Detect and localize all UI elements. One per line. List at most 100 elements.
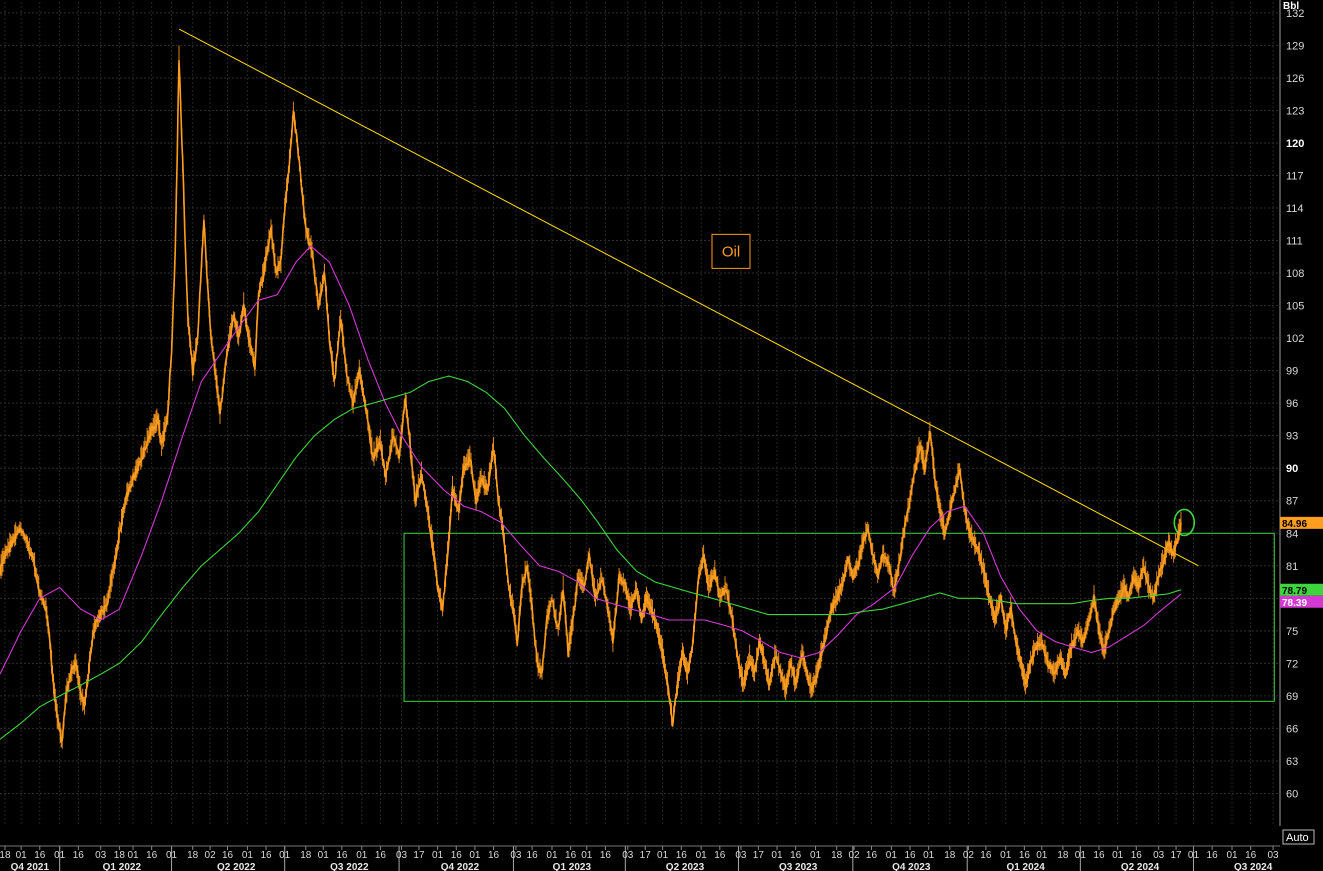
x-tick-label: 16 — [375, 850, 387, 861]
quarter-label: Q3 2023 — [779, 862, 818, 871]
x-tick-label: 03 — [510, 850, 522, 861]
x-tick-label: 03 — [1153, 850, 1165, 861]
x-tick-label: 16 — [1093, 850, 1105, 861]
y-tick-label: 102 — [1286, 333, 1304, 345]
x-tick-label: 18 — [944, 850, 956, 861]
x-tick-label: 01 — [1036, 850, 1048, 861]
x-tick-label: 01 — [581, 850, 593, 861]
x-tick-label: 16 — [488, 850, 500, 861]
x-tick-label: 18 — [114, 850, 126, 861]
breakout-circle — [1173, 508, 1196, 537]
x-tick-label: 17 — [1170, 850, 1182, 861]
x-tick-label: 18 — [1057, 850, 1069, 861]
y-tick-label: 75 — [1286, 626, 1298, 638]
x-tick-label: 01 — [242, 850, 254, 861]
y-tick-label: 63 — [1286, 756, 1298, 768]
quarter-label: Q2 2022 — [217, 862, 256, 871]
y-tick-label: 123 — [1286, 105, 1304, 117]
last-value-text: 78.79 — [1282, 586, 1307, 597]
x-tick-label: 01 — [279, 850, 291, 861]
x-tick-label: 16 — [600, 850, 612, 861]
last-value-text: 84.96 — [1282, 519, 1307, 530]
y-tick-label: 114 — [1286, 203, 1304, 215]
x-tick-label: 01 — [771, 850, 783, 861]
magenta-moving-average-line — [0, 245, 1182, 675]
y-tick-label: 90 — [1286, 463, 1298, 475]
quarter-label: Q2 2024 — [1121, 862, 1160, 871]
quarter-label: Q2 2023 — [666, 862, 705, 871]
y-tick-label: 105 — [1286, 301, 1304, 313]
last-value-badge — [1280, 516, 1323, 529]
x-tick-label: 18 — [0, 850, 11, 861]
x-tick-label: 02 — [205, 850, 217, 861]
y-tick-label: 72 — [1286, 658, 1298, 670]
y-tick-label: 60 — [1286, 788, 1298, 800]
x-tick-label: 01 — [127, 850, 139, 861]
last-value-badge — [1280, 583, 1323, 596]
x-tick-label: 01 — [696, 850, 708, 861]
x-tick-label: 16 — [790, 850, 802, 861]
x-tick-label: 18 — [831, 850, 843, 861]
x-tick-label: 02 — [849, 850, 861, 861]
quarter-label: Q4 2021 — [11, 862, 50, 871]
x-tick-label: 01 — [810, 850, 822, 861]
x-tick-label: 16 — [146, 850, 158, 861]
x-tick-label: 16 — [1245, 850, 1257, 861]
y-tick-label: 129 — [1286, 40, 1304, 52]
x-tick-label: 16 — [260, 850, 272, 861]
x-tick-label: 16 — [676, 850, 688, 861]
quarter-label: Q4 2023 — [892, 862, 931, 871]
x-tick-label: 16 — [527, 850, 539, 861]
y-tick-label: 117 — [1286, 170, 1304, 182]
x-tick-label: 16 — [1131, 850, 1143, 861]
x-tick-label: 01 — [886, 850, 898, 861]
gridlines — [0, 2, 1278, 826]
x-tick-label: 17 — [640, 850, 652, 861]
x-tick-label: 01 — [657, 850, 669, 861]
range-box — [403, 532, 1275, 702]
x-tick-label: 16 — [904, 850, 916, 861]
x-tick-label: 16 — [1019, 850, 1031, 861]
trendline — [178, 28, 1199, 567]
x-tick-label: 16 — [336, 850, 348, 861]
auto-scale-button[interactable]: Auto — [1282, 829, 1315, 845]
y-tick-label: 81 — [1286, 561, 1298, 573]
x-tick-label: 16 — [34, 850, 46, 861]
quarter-label: Q1 2024 — [1006, 862, 1045, 871]
y-tick-label: 108 — [1286, 268, 1304, 280]
quarter-label: Q1 2022 — [103, 862, 142, 871]
x-tick-label: 18 — [300, 850, 312, 861]
x-tick-label: 01 — [54, 850, 66, 861]
x-tick-label: 03 — [622, 850, 634, 861]
price-range-bars — [0, 45, 1182, 749]
y-tick-label: 132 — [1286, 8, 1304, 20]
y-tick-label: 66 — [1286, 723, 1298, 735]
y-tick-label: 111 — [1286, 236, 1303, 248]
quarter-label: Q4 2022 — [441, 862, 480, 871]
chart-title: Oil — [722, 243, 740, 260]
auto-button-label[interactable]: Auto — [1286, 832, 1309, 844]
x-tick-label: 01 — [1112, 850, 1124, 861]
x-tick-label: 16 — [451, 850, 463, 861]
x-tick-label: 01 — [432, 850, 444, 861]
quarter-separators — [59, 846, 1194, 871]
auto-button-frame[interactable] — [1282, 829, 1315, 845]
quarter-label: Q1 2023 — [553, 862, 592, 871]
x-tick-label: 18 — [187, 850, 199, 861]
last-value-badge — [1280, 595, 1323, 608]
green-moving-average-line — [0, 375, 1182, 740]
title-box-frame — [711, 233, 751, 269]
quarter-label: Q3 2024 — [1234, 862, 1273, 871]
x-tick-label: 01 — [546, 850, 558, 861]
x-tick-label: 01 — [1226, 850, 1238, 861]
y-tick-label: 69 — [1286, 691, 1298, 703]
x-tick-label: 16 — [222, 850, 234, 861]
y-tick-label: 84 — [1286, 528, 1298, 540]
x-tick-label: 01 — [356, 850, 368, 861]
y-tick-label: 96 — [1286, 398, 1298, 410]
x-tick-label: 03 — [735, 850, 747, 861]
x-tick-label: 03 — [1267, 850, 1279, 861]
x-tick-label: 16 — [1207, 850, 1219, 861]
